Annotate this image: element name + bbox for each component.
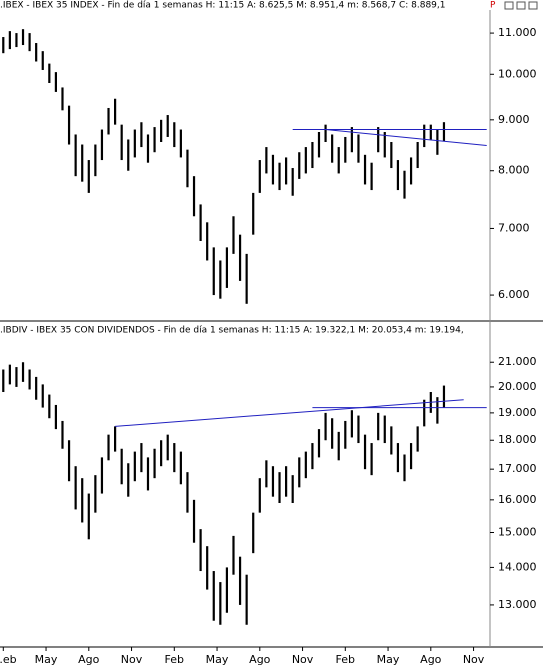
y-tick-label: 18.000 [498,433,537,446]
x-tick-label: May [206,653,229,666]
y-tick-label: 7.000 [498,221,530,234]
y-tick-label: 21.000 [498,355,537,368]
window-icons [504,1,538,10]
icon [516,1,526,10]
icon [504,1,514,10]
panel-header: .IBDIV - IBEX 35 CON DIVIDENDOS - Fin de… [0,326,464,336]
x-tick-label: Feb [165,653,184,666]
y-tick-label: 14.000 [498,560,537,573]
y-tick-label: 9.000 [498,113,530,126]
x-tick-label: Ago [420,653,442,666]
y-tick-label: 16.000 [498,493,537,506]
y-tick-label: 20.000 [498,380,537,393]
x-tick-label: Nov [292,653,314,666]
y-tick-label: 17.000 [498,462,537,475]
panel-header: .IBEX - IBEX 35 INDEX - Fin de día 1 sem… [0,1,446,11]
x-tick-label: May [377,653,400,666]
x-tick-label: May [35,653,58,666]
trend-line [115,399,464,427]
x-tick-label: Feb [336,653,355,666]
trend-line [325,129,487,147]
x-tick-label: .eb [0,653,17,666]
x-tick-label: Nov [463,653,485,666]
y-tick-label: 8.000 [498,164,530,177]
y-tick-label: 19.000 [498,406,537,419]
x-tick-label: Ago [249,653,271,666]
x-tick-label: Ago [78,653,100,666]
y-tick-label: 6.000 [498,288,530,301]
y-tick-label: 11.000 [498,26,537,39]
y-tick-label: 13.000 [498,598,537,611]
y-tick-label: 15.000 [498,526,537,539]
x-tick-label: Nov [121,653,143,666]
panel-flag: P [490,1,496,11]
icon [528,1,538,10]
y-tick-label: 10.000 [498,67,537,80]
